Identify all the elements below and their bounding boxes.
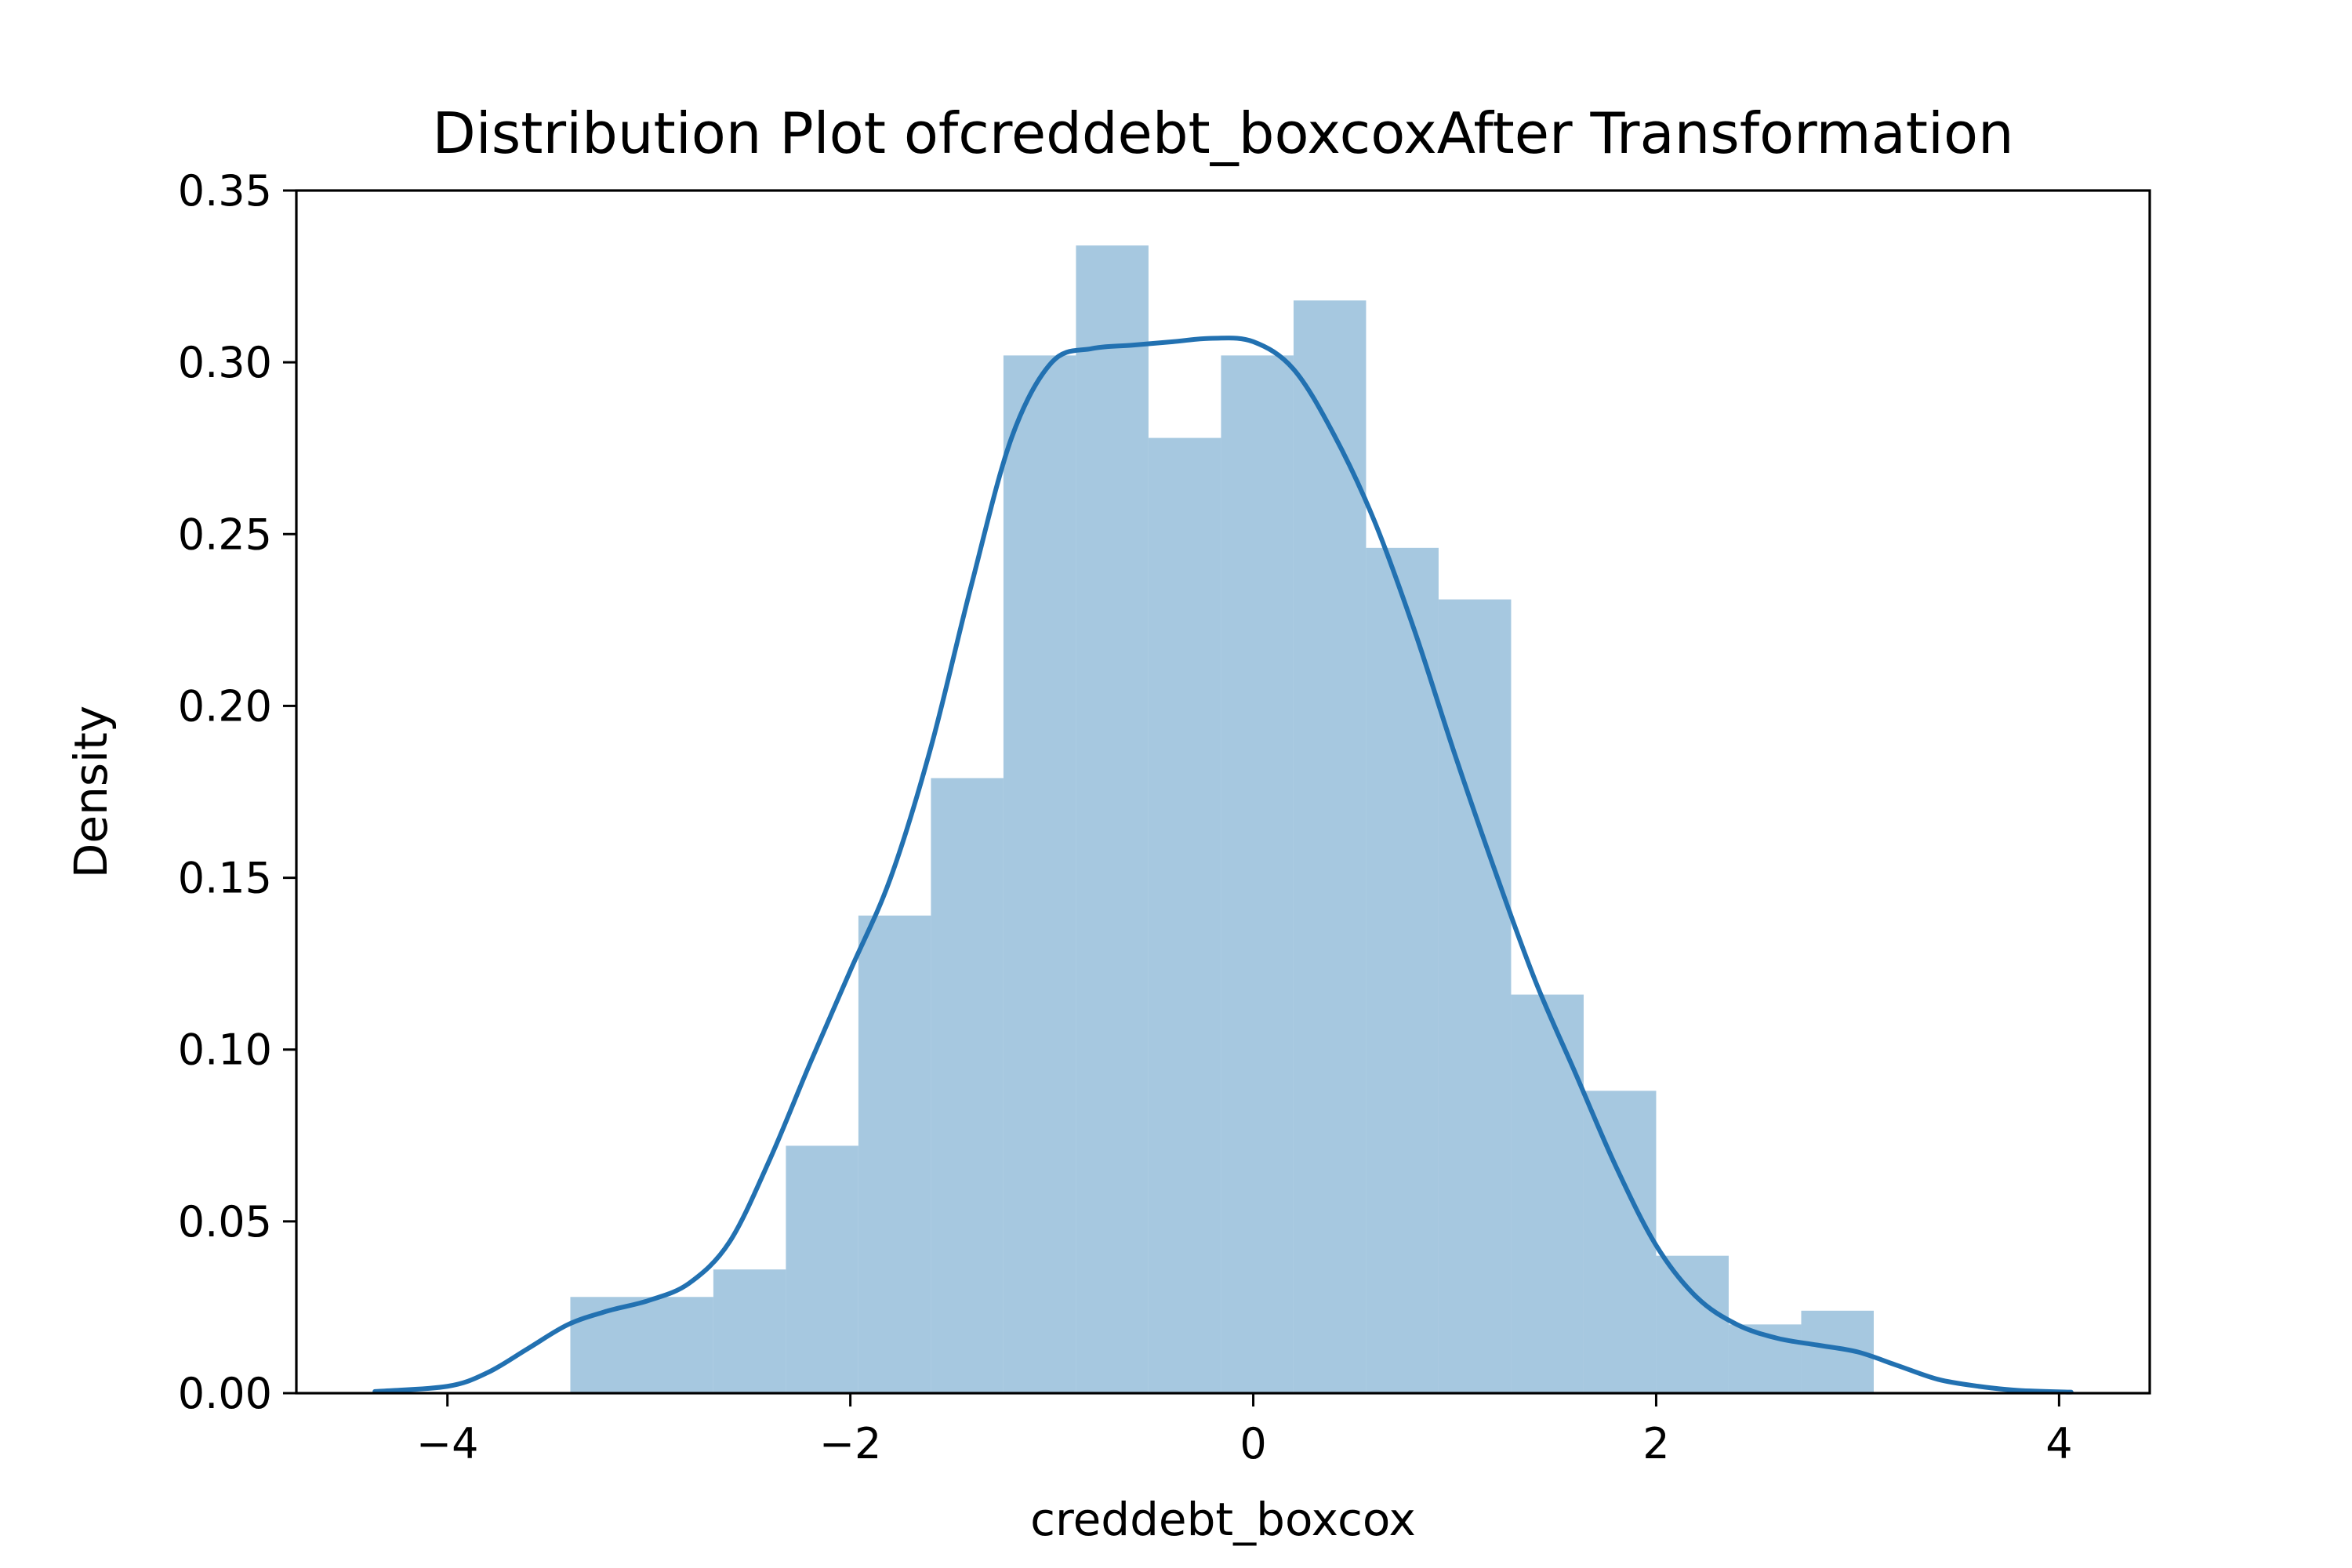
- y-tick-label: 0.20: [178, 681, 272, 731]
- histogram-bar: [1148, 437, 1221, 1394]
- x-tick-label: 4: [2045, 1419, 2072, 1468]
- y-axis-title: Density: [64, 706, 118, 879]
- y-tick-label: 0.25: [178, 510, 272, 559]
- histogram-bar: [1583, 1091, 1657, 1393]
- histogram-bar: [1511, 994, 1584, 1393]
- y-tick-label: 0.10: [178, 1025, 272, 1075]
- histogram-bar: [858, 915, 931, 1393]
- plot-area-frame: [295, 189, 2151, 1395]
- y-tick-label: 0.30: [178, 338, 272, 387]
- x-tick-label: −4: [416, 1419, 479, 1468]
- y-tick-label: 0.00: [178, 1369, 272, 1418]
- histogram-bars: [570, 245, 1874, 1394]
- y-tick-label: 0.35: [178, 166, 272, 216]
- histogram-bar: [1366, 547, 1439, 1393]
- histogram-bar: [570, 1297, 713, 1393]
- y-axis-ticks: 0.00 0.05 0.10 0.15 0.20 0.25 0.30 0.35: [178, 166, 296, 1418]
- y-tick-label: 0.05: [178, 1197, 272, 1247]
- histogram-bar: [1003, 355, 1076, 1393]
- histogram-bar: [1221, 355, 1294, 1393]
- x-axis-title: creddebt_boxcox: [1030, 1493, 1416, 1546]
- chart-title: Distribution Plot ofcreddebt_boxcoxAfter…: [432, 100, 2013, 166]
- histogram-bar: [1438, 599, 1512, 1393]
- histogram-bar: [1076, 245, 1149, 1393]
- histogram-bar: [786, 1145, 858, 1393]
- y-tick-label: 0.15: [178, 854, 272, 903]
- histogram-bar: [1656, 1255, 1729, 1393]
- x-axis-ticks: −4 −2 0 2 4: [416, 1393, 2073, 1468]
- x-tick-label: 0: [1240, 1419, 1266, 1468]
- histogram-bar: [713, 1269, 786, 1393]
- histogram-bar: [931, 778, 1004, 1393]
- kde-density-curve: [372, 336, 2074, 1395]
- histogram-bar: [1293, 300, 1367, 1393]
- x-tick-label: 2: [1642, 1419, 1669, 1468]
- x-tick-label: −2: [819, 1419, 882, 1468]
